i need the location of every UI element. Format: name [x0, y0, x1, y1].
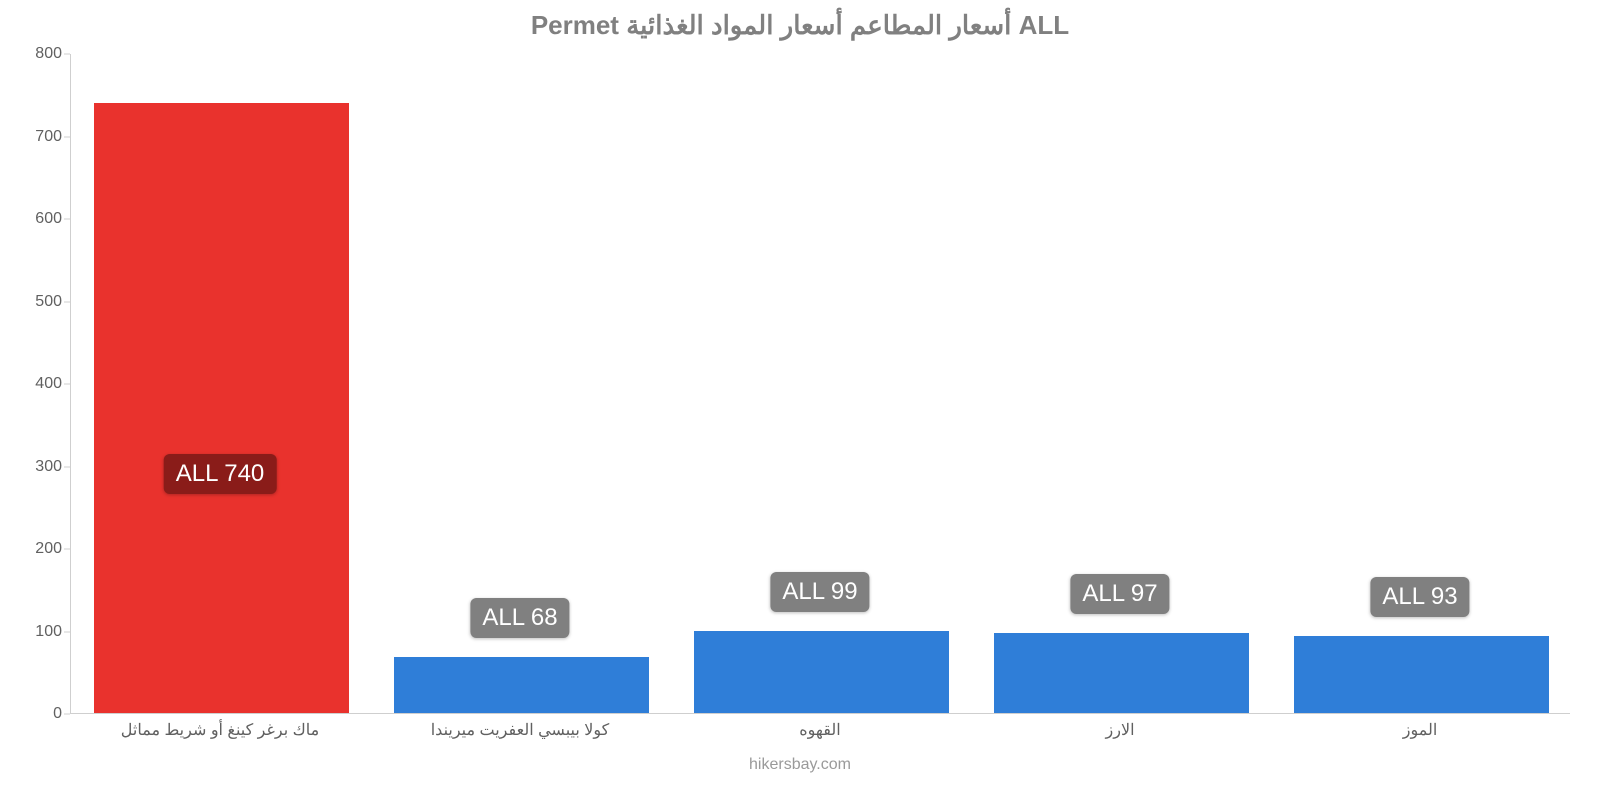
y-tick-mark — [64, 54, 70, 55]
x-tick-label: الموز — [1270, 720, 1570, 740]
y-tick-label: 500 — [0, 293, 62, 311]
value-badge: ALL 99 — [770, 572, 869, 612]
y-tick-mark — [64, 301, 70, 302]
value-badge: ALL 68 — [470, 598, 569, 638]
y-tick-mark — [64, 549, 70, 550]
y-tick-mark — [64, 136, 70, 137]
value-badge: ALL 93 — [1370, 577, 1469, 617]
y-tick-label: 800 — [0, 45, 62, 63]
chart-title: Permet أسعار المطاعم أسعار المواد الغذائ… — [0, 10, 1600, 41]
y-tick-label: 200 — [0, 540, 62, 558]
y-tick-mark — [64, 384, 70, 385]
x-tick-label: الارز — [970, 720, 1270, 740]
bar — [394, 657, 649, 713]
bar — [694, 631, 949, 713]
y-tick-mark — [64, 714, 70, 715]
bar — [1294, 636, 1549, 713]
y-tick-mark — [64, 466, 70, 467]
y-tick-label: 100 — [0, 623, 62, 641]
x-tick-label: القهوه — [670, 720, 970, 740]
y-tick-label: 700 — [0, 128, 62, 146]
price-bar-chart: Permet أسعار المطاعم أسعار المواد الغذائ… — [0, 0, 1600, 800]
y-tick-label: 300 — [0, 458, 62, 476]
y-tick-mark — [64, 631, 70, 632]
y-tick-mark — [64, 219, 70, 220]
y-tick-label: 400 — [0, 375, 62, 393]
value-badge: ALL 97 — [1070, 574, 1169, 614]
bar — [94, 103, 349, 714]
x-tick-label: كولا بيبسي العفريت ميريندا — [370, 720, 670, 740]
y-tick-label: 0 — [0, 705, 62, 723]
y-tick-label: 600 — [0, 210, 62, 228]
bar — [994, 633, 1249, 713]
value-badge: ALL 740 — [164, 454, 277, 494]
x-tick-label: ماك برغر كينغ أو شريط مماثل — [70, 720, 370, 740]
chart-footer: hikersbay.com — [0, 756, 1600, 774]
plot-area — [70, 54, 1570, 714]
